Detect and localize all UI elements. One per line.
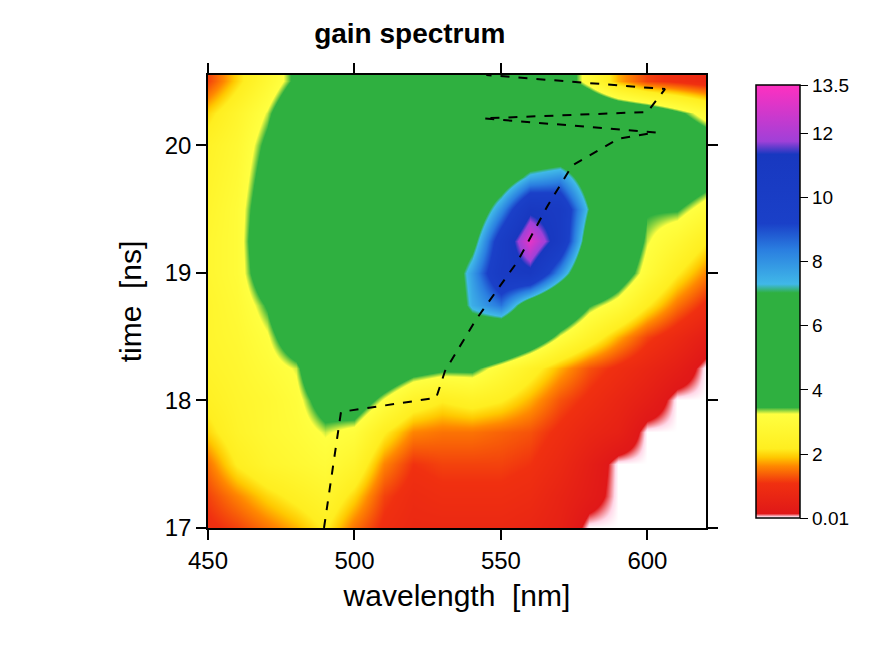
svg-text:450: 450 [188,547,228,574]
svg-text:6: 6 [812,315,823,336]
svg-text:20: 20 [165,132,192,159]
svg-text:wavelength [nm]: wavelength [nm] [343,579,571,612]
svg-text:2: 2 [812,444,823,465]
svg-text:18: 18 [165,387,192,414]
svg-text:gain spectrum: gain spectrum [314,18,505,49]
svg-text:4: 4 [812,380,823,401]
svg-text:19: 19 [165,259,192,286]
svg-text:550: 550 [481,547,521,574]
svg-text:time [ns]: time [ns] [114,241,147,363]
svg-text:12: 12 [812,123,833,144]
svg-text:600: 600 [627,547,667,574]
svg-text:17: 17 [165,514,192,541]
svg-text:13.5: 13.5 [812,75,849,96]
svg-text:500: 500 [334,547,374,574]
svg-text:10: 10 [812,187,833,208]
svg-text:8: 8 [812,251,823,272]
svg-text:0.01: 0.01 [812,508,849,529]
